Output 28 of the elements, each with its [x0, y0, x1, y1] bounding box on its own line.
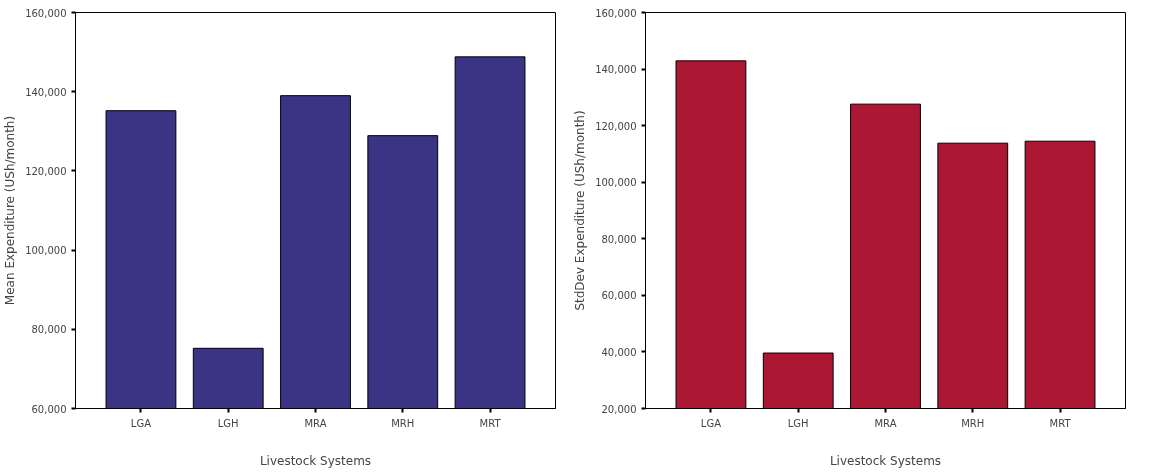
y-tick-label: 120,000: [595, 120, 637, 132]
y-axis-title: Mean Expenditure (USh/month): [3, 115, 18, 306]
y-tick-label: 60,000: [31, 403, 67, 415]
x-tick-label: MRH: [391, 417, 415, 429]
y-tick-label: 160,000: [25, 7, 67, 19]
x-tick-label: LGH: [217, 417, 239, 429]
y-tick-label: 100,000: [25, 245, 67, 257]
y-tick-label: 40,000: [601, 346, 637, 358]
x-tick-label: LGA: [130, 417, 152, 429]
x-tick-label: MRT: [1049, 417, 1072, 429]
x-axis-title: Livestock Systems: [259, 453, 372, 468]
y-tick-label: 80,000: [31, 324, 67, 336]
y-axis-title: StdDev Expenditure (USh/month): [573, 110, 588, 311]
y-tick-label: 20,000: [601, 403, 637, 415]
y-tick-label: 60,000: [601, 290, 637, 302]
x-tick-label: LGA: [700, 417, 722, 429]
y-tick-label: 100,000: [595, 177, 637, 189]
y-tick-label: 80,000: [601, 233, 637, 245]
y-tick-label: 140,000: [25, 86, 67, 98]
x-tick-label: LGH: [787, 417, 809, 429]
x-tick-label: MRA: [874, 417, 897, 429]
x-axis-title: Livestock Systems: [829, 453, 942, 468]
x-tick-label: MRT: [479, 417, 502, 429]
y-tick-label: 140,000: [595, 64, 637, 76]
y-tick-label: 120,000: [25, 165, 67, 177]
x-tick-label: MRH: [961, 417, 985, 429]
x-tick-label: MRA: [304, 417, 327, 429]
y-tick-label: 160,000: [595, 7, 637, 19]
